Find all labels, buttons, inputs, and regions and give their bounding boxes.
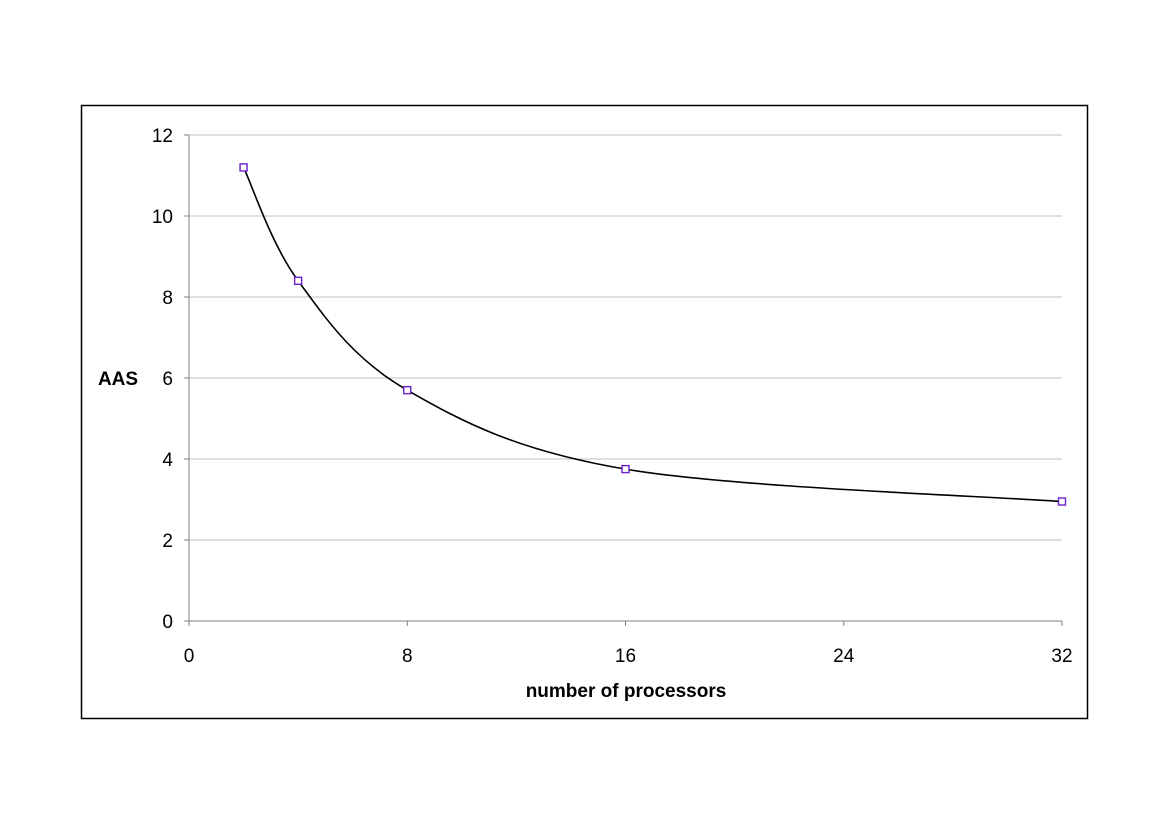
y-tick-labels: 0 2 4 6 8 10 12 (152, 126, 174, 633)
data-points (239, 163, 1067, 506)
axes (188, 135, 1062, 622)
y-tick-label: 2 (162, 531, 173, 552)
data-point-marker (403, 385, 412, 395)
data-point-marker (293, 276, 303, 285)
x-tick-label: 32 (1051, 646, 1072, 667)
series-line (242, 167, 1063, 503)
grid-lines (184, 134, 1063, 626)
chart-border (80, 104, 1089, 720)
y-tick-label: 12 (152, 126, 173, 147)
x-tick-labels: 0 8 16 24 32 (184, 646, 1073, 667)
series-curve (242, 167, 1063, 503)
y-tick-label: 0 (162, 612, 173, 633)
y-tick-label: 10 (152, 207, 173, 228)
y-tick-label: 8 (162, 288, 173, 309)
x-tick-label: 24 (833, 646, 855, 667)
data-point-marker (1057, 497, 1067, 506)
x-tick-label: 8 (402, 646, 413, 667)
x-tick-label: 0 (184, 646, 195, 667)
x-axis-title: number of processors (526, 681, 727, 702)
data-point-marker (239, 163, 248, 172)
y-tick-label: 4 (162, 450, 173, 471)
data-point-marker (621, 464, 630, 474)
x-tick-label: 16 (615, 646, 636, 667)
y-axis-title: AAS (98, 369, 138, 390)
y-tick-label: 6 (162, 369, 173, 390)
